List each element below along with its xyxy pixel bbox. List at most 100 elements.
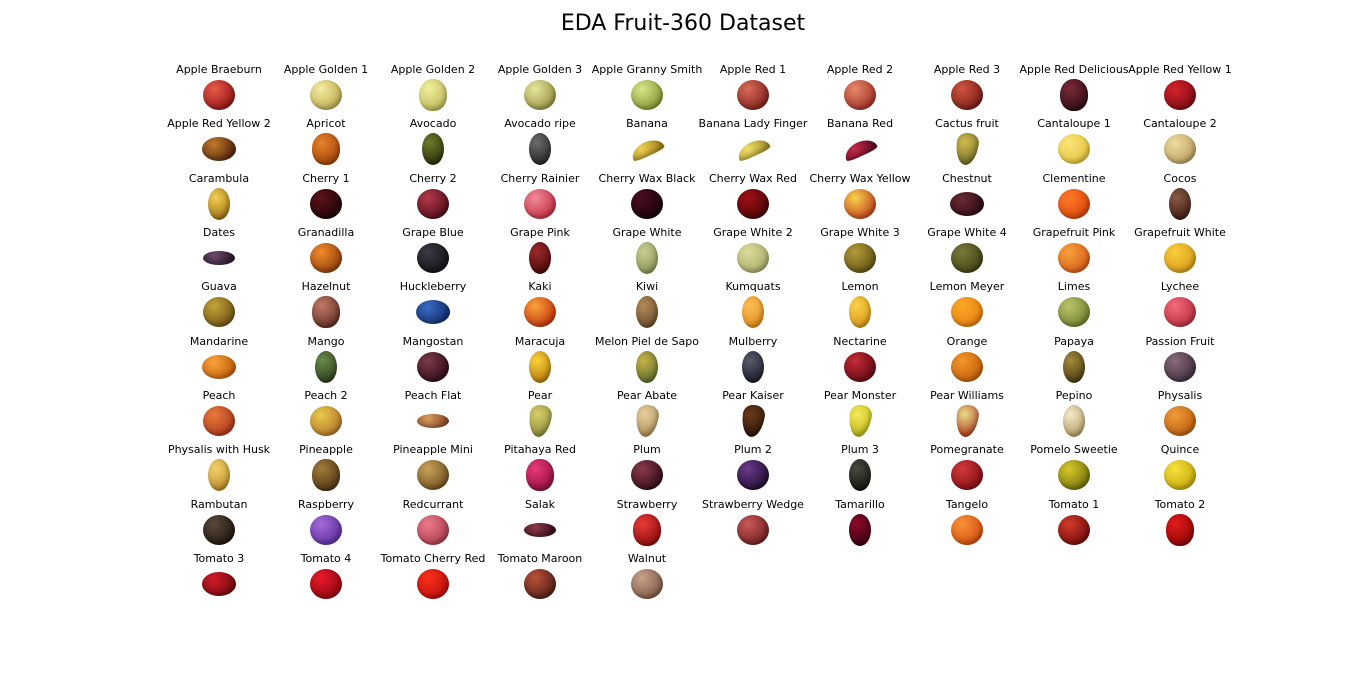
fruit-image [739,403,767,439]
fruit-cell: Strawberry [582,498,712,552]
fruit-cell: Apple Red Yellow 2 [154,117,284,171]
fruit-cell: Mangostan [368,335,498,389]
fruit-label: Pitahaya Red [504,443,576,456]
fruit-label: Grape White 2 [713,226,793,239]
fruit-cell: Plum 2 [688,443,818,497]
fruit-label: Grape Blue [402,226,464,239]
fruit-image [203,80,235,110]
fruit-label: Pineapple [299,443,353,456]
fruit-cell: Apple Granny Smith [582,63,712,117]
fruit-cell: Cantaloupe 2 [1115,117,1245,171]
fruit-label: Maracuja [514,335,566,348]
fruit-image [203,515,235,545]
fruit-image [849,514,871,546]
fruit-image [737,80,769,110]
fruit-label: Pear Williams [930,389,1004,402]
fruit-image [951,352,983,382]
fruit-image [524,189,556,219]
fruit-label: Plum 2 [734,443,772,456]
fruit-cell: Lemon [795,280,925,334]
fruit-label: Grape White [612,226,682,239]
fruit-cell: Orange [902,335,1032,389]
fruit-label: Cherry Wax Black [598,172,696,185]
fruit-label: Pineapple Mini [393,443,473,456]
fruit-label: Quince [1160,443,1200,456]
fruit-image [951,243,983,273]
fruit-label: Huckleberry [399,280,467,293]
fruit-label: Pear Abate [616,389,678,402]
fruit-cell: Pineapple [261,443,391,497]
fruit-image [844,80,876,110]
fruit-label: Avocado [409,117,457,130]
fruit-image [417,460,449,490]
fruit-label: Melon Piel de Sapo [595,335,699,348]
fruit-label: Rambutan [190,498,248,511]
fruit-label: Cherry Wax Yellow [809,172,911,185]
fruit-image [310,189,342,219]
fruit-label: Orange [946,335,988,348]
fruit-cell: Kumquats [688,280,818,334]
fruit-label: Tomato 4 [300,552,352,565]
fruit-cell: Cocos [1115,172,1245,226]
fruit-image [208,459,230,491]
fruit-cell: Pear [475,389,605,443]
fruit-cell: Carambula [154,172,284,226]
fruit-label: Apple Braeburn [176,63,262,76]
fruit-label: Tomato 1 [1048,498,1100,511]
fruit-label: Cantaloupe 2 [1143,117,1217,130]
fruit-label: Apple Granny Smith [591,63,703,76]
fruit-label: Walnut [627,552,667,565]
fruit-cell: Apple Golden 3 [475,63,605,117]
fruit-cell: Peach [154,389,284,443]
fruit-cell: Apple Red 3 [902,63,1032,117]
fruit-cell: Tomato 4 [261,552,391,606]
fruit-cell: Cherry Rainier [475,172,605,226]
fruit-label: Peach [202,389,236,402]
fruit-image [633,514,661,546]
fruit-image [202,137,236,161]
fruit-label: Lychee [1160,280,1200,293]
fruit-label: Apple Red 2 [826,63,894,76]
fruit-image [310,515,342,545]
fruit-label: Tamarillo [835,498,885,511]
fruit-image [417,243,449,273]
fruit-cell: Hazelnut [261,280,391,334]
fruit-label: Plum [633,443,661,456]
fruit-cell: Nectarine [795,335,925,389]
fruit-image [417,414,449,428]
fruit-cell: Tomato Maroon [475,552,605,606]
fruit-label: Strawberry [616,498,678,511]
fruit-label: Kaki [528,280,552,293]
fruit-cell: Pear Kaiser [688,389,818,443]
fruit-cell: Banana [582,117,712,171]
fruit-image [734,135,772,163]
fruit-label: Apple Red 1 [719,63,787,76]
fruit-cell: Cherry Wax Yellow [795,172,925,226]
fruit-cell: Lychee [1115,280,1245,334]
fruit-image [631,189,663,219]
fruit-cell: Avocado ripe [475,117,605,171]
fruit-label: Lemon Meyer [929,280,1005,293]
fruit-image [951,515,983,545]
fruit-cell: Tamarillo [795,498,925,552]
fruit-cell: Guava [154,280,284,334]
fruit-image [953,403,981,439]
fruit-label: Banana [626,117,668,130]
fruit-cell: Melon Piel de Sapo [582,335,712,389]
fruit-label: Lemon [841,280,879,293]
fruit-cell: Plum 3 [795,443,925,497]
fruit-label: Tomato 2 [1154,498,1206,511]
fruit-cell: Apple Red 2 [795,63,925,117]
fruit-cell: Rambutan [154,498,284,552]
fruit-label: Grape White 4 [927,226,1007,239]
fruit-cell: Maracuja [475,335,605,389]
fruit-image [419,79,447,111]
fruit-label: Apple Red Yellow 1 [1128,63,1232,76]
fruit-label: Avocado ripe [504,117,576,130]
fruit-label: Mandarine [189,335,249,348]
fruit-cell: Redcurrant [368,498,498,552]
fruit-image [633,403,661,439]
fruit-image [310,406,342,436]
fruit-image [312,133,340,165]
